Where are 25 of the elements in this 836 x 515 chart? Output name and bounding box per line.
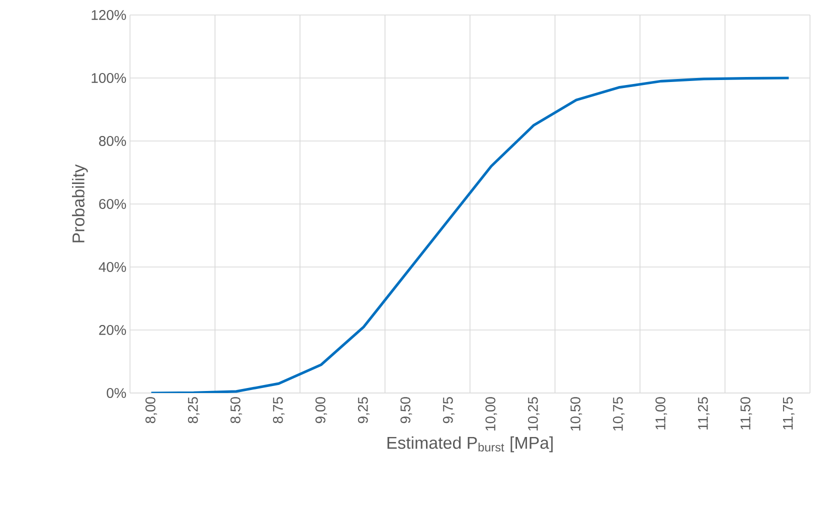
y-tick-label: 0% [106,388,126,398]
x-tick-label: 8,50 [230,397,242,424]
x-tick-label: 11,50 [740,397,752,430]
x-tick-label: 11,75 [783,397,794,430]
x-tick-label: 10,50 [570,397,582,430]
x-tick-label: 10,00 [485,397,498,430]
y-tick-label: 80% [99,136,126,146]
x-tick-label: 9,00 [315,397,328,424]
x-tick-label: 8,75 [272,397,285,424]
y-axis-title: Probability [72,164,88,242]
x-tick-label: 9,75 [442,397,455,424]
y-tick-label: 20% [99,325,126,335]
x-tick-label: 9,25 [358,397,370,424]
y-tick-label: 40% [98,262,126,272]
x-tick-label: 10,75 [612,397,625,430]
y-tick-label: 100% [92,73,126,83]
x-tick-label: 10,25 [528,397,540,430]
x-tick-label: 8,00 [145,397,158,424]
x-tick-label: 8,25 [188,397,200,424]
x-tick-label: 11,00 [655,397,668,430]
x-tick-label: 9,50 [400,397,412,424]
x-tick-label: 11,25 [698,397,710,430]
y-tick-label: 60% [99,199,126,209]
y-tick-label: 120% [92,10,126,20]
x-axis-title: Estimated P$_{burst}$ [MPa] [388,436,553,452]
